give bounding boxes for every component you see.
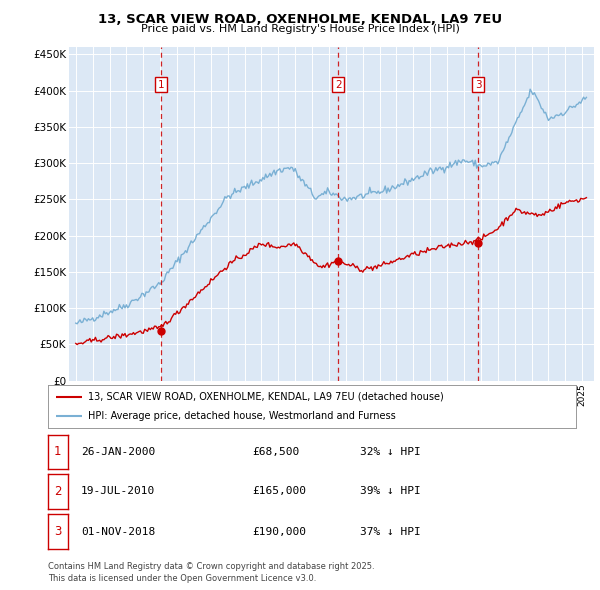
Text: £190,000: £190,000 (252, 527, 306, 536)
Text: 19-JUL-2010: 19-JUL-2010 (81, 487, 155, 496)
Text: 13, SCAR VIEW ROAD, OXENHOLME, KENDAL, LA9 7EU (detached house): 13, SCAR VIEW ROAD, OXENHOLME, KENDAL, L… (88, 392, 443, 402)
Text: 3: 3 (54, 525, 62, 538)
Text: 1: 1 (158, 80, 164, 90)
Text: 3: 3 (475, 80, 481, 90)
Text: HPI: Average price, detached house, Westmorland and Furness: HPI: Average price, detached house, West… (88, 411, 395, 421)
Text: £165,000: £165,000 (252, 487, 306, 496)
Text: 32% ↓ HPI: 32% ↓ HPI (360, 447, 421, 457)
Text: Price paid vs. HM Land Registry's House Price Index (HPI): Price paid vs. HM Land Registry's House … (140, 24, 460, 34)
Text: 01-NOV-2018: 01-NOV-2018 (81, 527, 155, 536)
Text: 2: 2 (54, 485, 62, 498)
Text: 13, SCAR VIEW ROAD, OXENHOLME, KENDAL, LA9 7EU: 13, SCAR VIEW ROAD, OXENHOLME, KENDAL, L… (98, 13, 502, 26)
Text: 37% ↓ HPI: 37% ↓ HPI (360, 527, 421, 536)
Text: 26-JAN-2000: 26-JAN-2000 (81, 447, 155, 457)
Text: 39% ↓ HPI: 39% ↓ HPI (360, 487, 421, 496)
Text: £68,500: £68,500 (252, 447, 299, 457)
Text: 2: 2 (335, 80, 341, 90)
Text: Contains HM Land Registry data © Crown copyright and database right 2025.
This d: Contains HM Land Registry data © Crown c… (48, 562, 374, 583)
Text: 1: 1 (54, 445, 62, 458)
